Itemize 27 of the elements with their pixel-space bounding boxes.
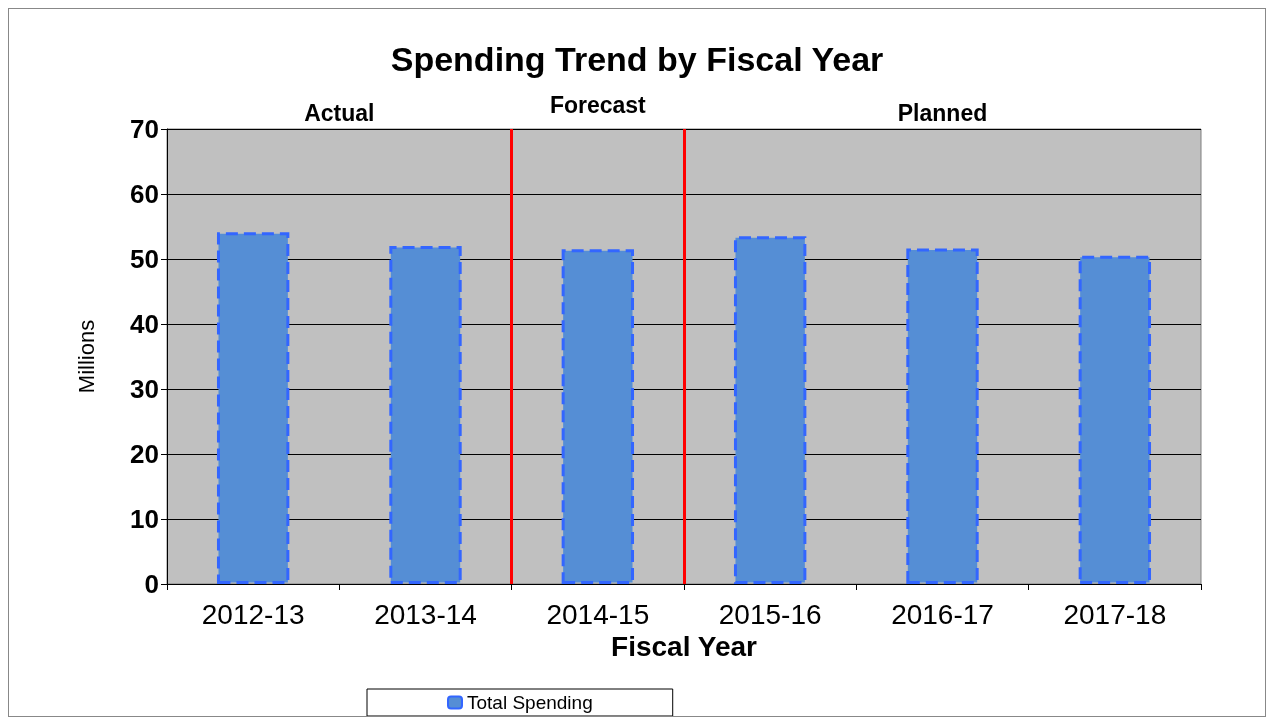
x-axis-title: Fiscal Year bbox=[611, 631, 758, 663]
y-tick-label: 20 bbox=[130, 439, 159, 469]
legend-label: Total Spending bbox=[467, 692, 593, 713]
bar bbox=[733, 236, 807, 584]
y-tick-label: 30 bbox=[130, 374, 159, 404]
x-tick-label: 2015-16 bbox=[718, 598, 822, 630]
x-tick-label: 2014-15 bbox=[546, 598, 650, 630]
y-tick-label: 70 bbox=[130, 114, 159, 144]
y-tick-label: 50 bbox=[130, 244, 159, 274]
x-tick-label: 2017-18 bbox=[1063, 598, 1167, 630]
y-tick-label: 0 bbox=[144, 569, 159, 599]
bar bbox=[389, 246, 462, 584]
x-tick-label: 2016-17 bbox=[891, 598, 994, 630]
bar bbox=[906, 248, 979, 584]
chart-title: Spending Trend by Fiscal Year bbox=[390, 40, 884, 78]
bar bbox=[216, 232, 290, 584]
text: Forecast bbox=[549, 91, 647, 118]
bar bbox=[561, 249, 635, 584]
text: Planned bbox=[897, 99, 988, 126]
text: Actual bbox=[304, 99, 375, 126]
y-tick-label: 40 bbox=[130, 309, 159, 339]
y-axis-title: Millions bbox=[73, 319, 99, 394]
bar bbox=[1078, 255, 1152, 584]
x-tick-label: 2012-13 bbox=[201, 598, 305, 630]
x-tick-label: 2013-14 bbox=[374, 598, 477, 630]
y-tick-label: 60 bbox=[130, 179, 159, 209]
y-tick-label: 10 bbox=[130, 504, 159, 534]
